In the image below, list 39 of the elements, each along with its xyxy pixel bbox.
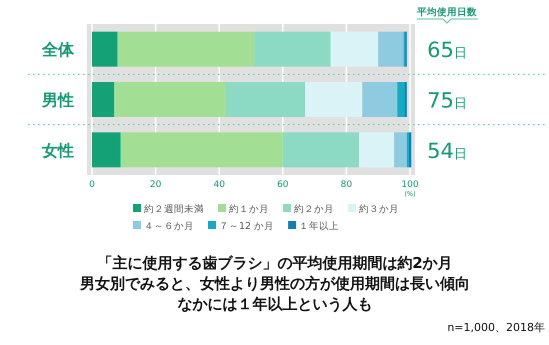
text: 男女別でみると、女性より男性の方が使用期間は長い傾向 xyxy=(79,274,470,292)
legend-label: 約１か月 xyxy=(229,204,269,215)
bar xyxy=(305,82,362,117)
x-tick-label: 100 xyxy=(401,180,419,190)
legend-label: 約２か月 xyxy=(294,204,334,215)
text: 平均使用日数 xyxy=(416,6,478,18)
bar xyxy=(226,82,306,117)
bar xyxy=(282,132,360,168)
text: 「主に使用する歯ブラシ」の平均使用期間は約2か月 xyxy=(97,254,453,272)
bar xyxy=(359,132,394,168)
legend-label: 約２週間未満 xyxy=(144,203,204,215)
text: なかには１年以上という人も xyxy=(178,295,372,313)
bar xyxy=(378,32,404,67)
bar xyxy=(408,132,412,168)
bar xyxy=(92,132,121,168)
bar xyxy=(117,32,254,67)
legend-label: １年以上 xyxy=(299,220,340,232)
y-tick-label: 全体 xyxy=(41,40,75,60)
bar xyxy=(394,132,407,168)
x-tick-label: 60 xyxy=(277,180,289,190)
x-tick-label: 20 xyxy=(150,180,162,190)
text: 54日 xyxy=(427,138,467,163)
x-tick-label: 40 xyxy=(213,180,226,190)
text: n=1,000、2018年 xyxy=(447,321,545,334)
bar xyxy=(120,132,283,168)
y-tick-label: 男性 xyxy=(41,90,74,110)
bar xyxy=(114,82,226,117)
bar xyxy=(397,82,405,117)
bar xyxy=(254,32,330,67)
legend-label: ７～12 か月 xyxy=(219,221,274,232)
bar xyxy=(330,32,378,67)
legend-label: 約３か月 xyxy=(359,204,399,215)
x-tick-label: 0 xyxy=(89,180,96,190)
bar xyxy=(362,82,398,117)
bar xyxy=(92,82,114,117)
y-tick-label: 女性 xyxy=(41,140,74,160)
legend-label: ４～６か月 xyxy=(144,221,194,232)
bar xyxy=(92,32,118,67)
x-tick-label: 80 xyxy=(340,180,352,190)
